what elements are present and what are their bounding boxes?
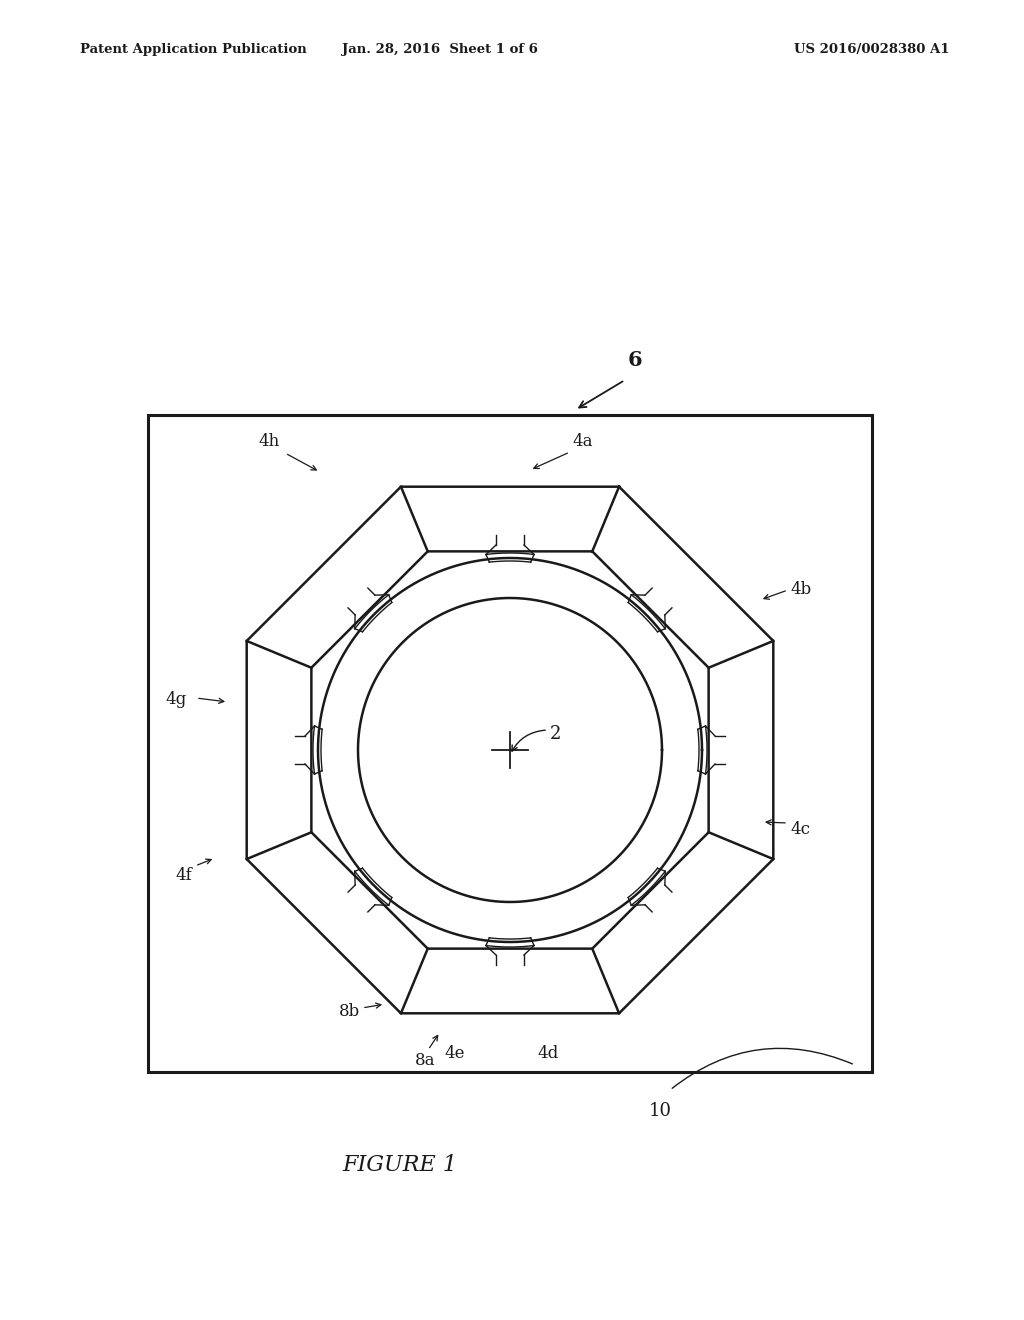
Text: FIGURE 1: FIGURE 1: [342, 1154, 458, 1176]
Text: 4g: 4g: [165, 692, 186, 709]
Text: 4f: 4f: [175, 866, 191, 883]
Text: 4d: 4d: [538, 1045, 559, 1063]
Text: 8b: 8b: [339, 1003, 360, 1020]
Text: 4c: 4c: [790, 821, 810, 838]
Text: US 2016/0028380 A1: US 2016/0028380 A1: [795, 44, 950, 57]
Text: 4e: 4e: [444, 1045, 465, 1063]
Text: 10: 10: [648, 1102, 672, 1119]
Text: Patent Application Publication: Patent Application Publication: [80, 44, 307, 57]
Text: Jan. 28, 2016  Sheet 1 of 6: Jan. 28, 2016 Sheet 1 of 6: [342, 44, 538, 57]
Text: 4b: 4b: [790, 582, 811, 598]
Text: 4a: 4a: [572, 433, 593, 450]
Text: 6: 6: [628, 350, 642, 370]
Bar: [148, 414, 872, 1072]
Text: 2: 2: [550, 725, 561, 743]
Text: 4h: 4h: [259, 433, 280, 450]
Text: 8a: 8a: [415, 1052, 435, 1069]
